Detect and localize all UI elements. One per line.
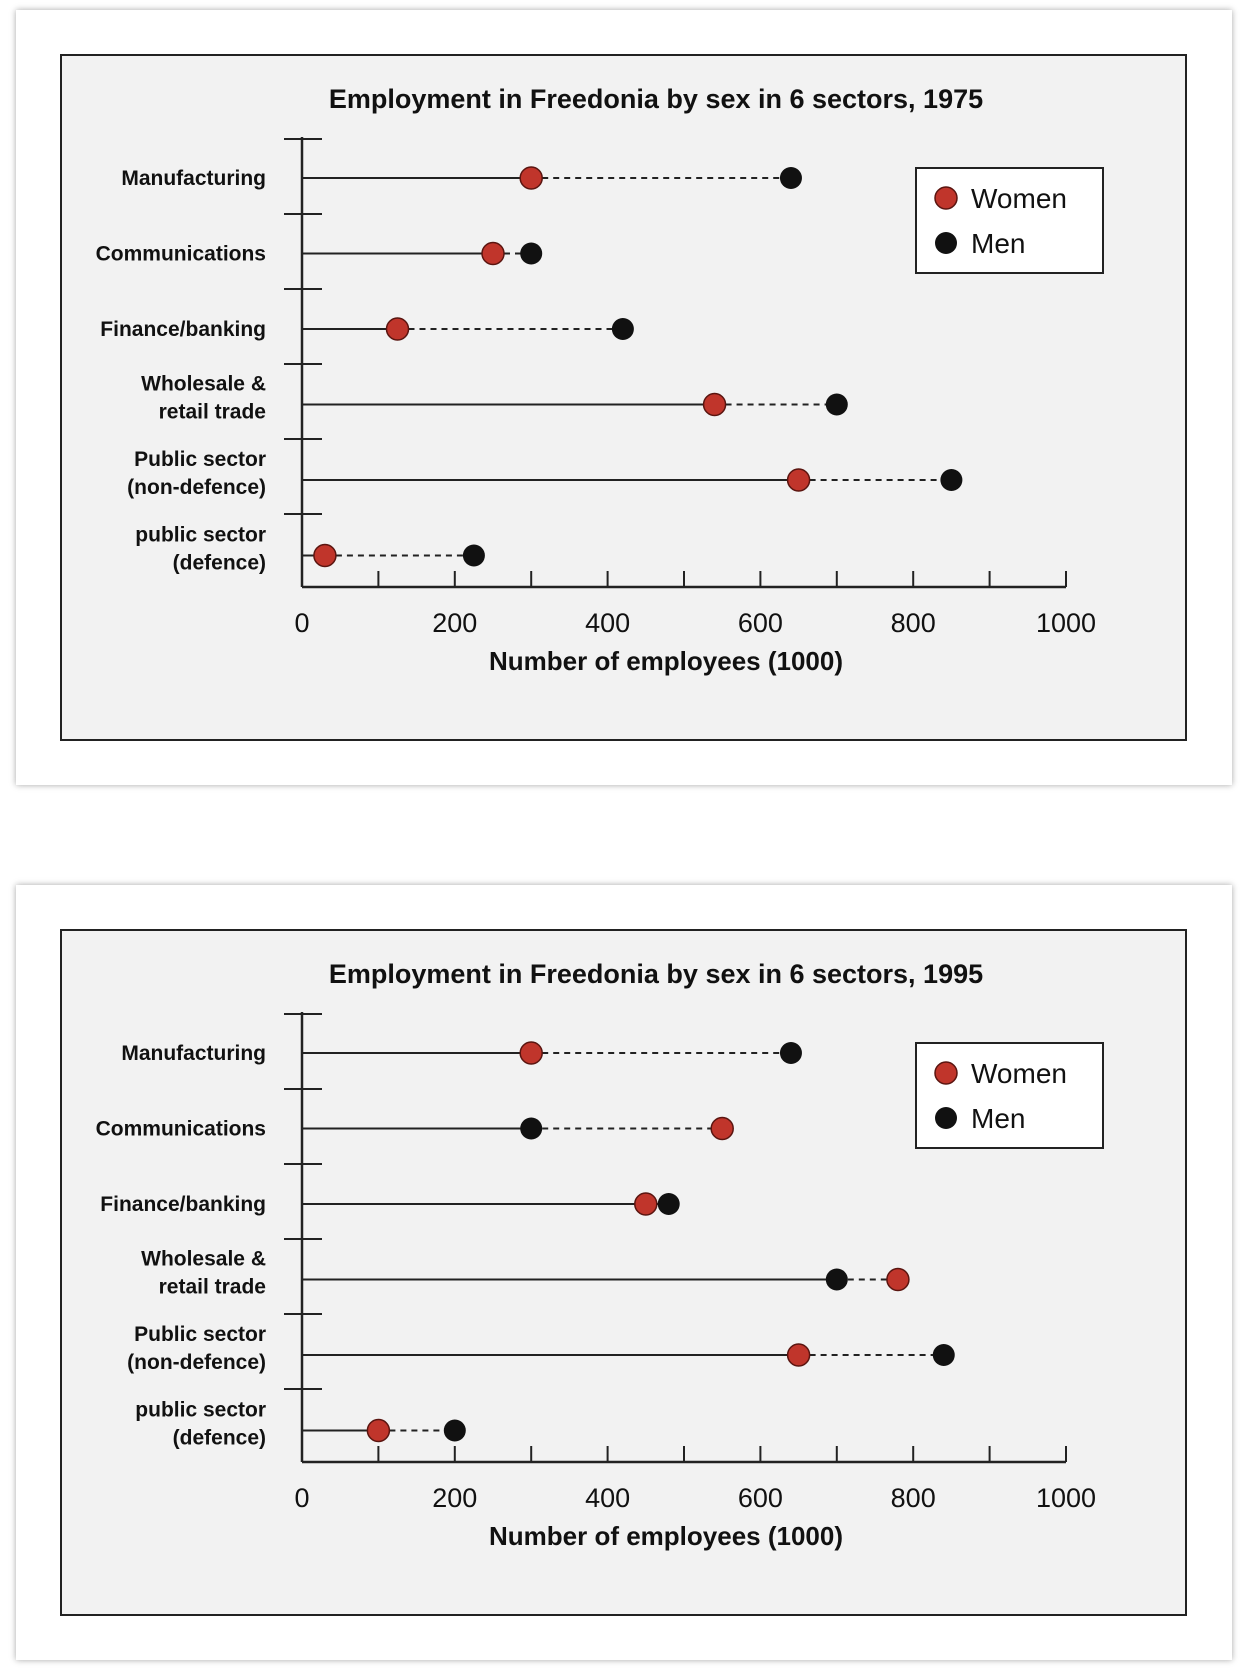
men-point <box>520 1117 543 1140</box>
legend-women-label: Women <box>971 1058 1067 1089</box>
men-point <box>779 1042 802 1064</box>
x-tick-label: 800 <box>891 608 936 638</box>
category-label: public sector <box>135 524 266 547</box>
category-label: Finance/banking <box>100 1193 266 1216</box>
category-label: Public sector <box>134 1323 266 1346</box>
men-point <box>462 544 485 567</box>
category-label: (defence) <box>173 552 266 575</box>
x-tick-label: 200 <box>432 608 477 638</box>
legend-women-marker <box>934 186 958 210</box>
women-point <box>313 543 337 568</box>
category-label: Manufacturing <box>121 1042 266 1065</box>
x-tick-label: 600 <box>738 608 783 638</box>
x-tick-label: 1000 <box>1036 608 1096 638</box>
legend-women-marker <box>934 1061 958 1085</box>
x-tick-label: 400 <box>585 1483 630 1513</box>
men-point <box>520 242 543 265</box>
x-tick-label: 600 <box>738 1483 783 1513</box>
women-point <box>786 468 811 492</box>
category-label: Communications <box>96 1118 266 1141</box>
category-label: (non-defence) <box>127 476 266 499</box>
category-label: retail trade <box>159 401 266 424</box>
men-point <box>932 1344 955 1366</box>
x-tick-label: 0 <box>294 608 309 638</box>
x-tick-label: 200 <box>432 1483 477 1513</box>
women-point <box>366 1418 391 1443</box>
women-point <box>702 392 727 417</box>
legend-men-marker <box>935 232 957 254</box>
x-axis-label: Number of employees (1000) <box>489 1521 843 1551</box>
x-tick-label: 0 <box>294 1483 309 1513</box>
x-axis-label: Number of employees (1000) <box>489 646 843 676</box>
x-tick-label: 800 <box>891 1483 936 1513</box>
legend-box <box>915 167 1104 274</box>
category-label: Public sector <box>134 448 266 471</box>
women-point <box>786 1343 811 1367</box>
legend-men-marker <box>935 1107 957 1129</box>
category-label: Wholesale & <box>141 1248 266 1271</box>
women-point <box>519 1041 543 1065</box>
category-label: Wholesale & <box>141 373 266 396</box>
men-point <box>611 318 634 340</box>
chart-card-1975: Employment in Freedonia by sex in 6 sect… <box>16 10 1232 785</box>
category-label: public sector <box>135 1399 266 1422</box>
x-tick-label: 1000 <box>1036 1483 1096 1513</box>
category-label: Communications <box>96 243 266 266</box>
women-point <box>481 241 505 266</box>
legend-men-label: Men <box>971 1103 1025 1134</box>
chart-1975: Employment in Freedonia by sex in 6 sect… <box>60 54 1187 741</box>
chart-title: Employment in Freedonia by sex in 6 sect… <box>329 959 983 989</box>
women-point <box>634 1192 658 1216</box>
men-point <box>825 1268 848 1291</box>
men-point <box>443 1419 466 1442</box>
men-point <box>825 393 848 416</box>
category-label: (defence) <box>173 1427 266 1450</box>
legend-men-label: Men <box>971 228 1025 259</box>
men-point <box>657 1193 680 1215</box>
category-label: Finance/banking <box>100 318 266 341</box>
category-label: retail trade <box>159 1276 266 1299</box>
category-label: Manufacturing <box>121 167 266 190</box>
men-point <box>940 469 963 491</box>
women-point <box>886 1267 910 1292</box>
category-label: (non-defence) <box>127 1351 266 1374</box>
legend-box <box>915 1042 1104 1149</box>
chart-card-1995: Employment in Freedonia by sex in 6 sect… <box>16 885 1232 1660</box>
women-point <box>710 1116 734 1141</box>
men-point <box>779 167 802 189</box>
x-tick-label: 400 <box>585 608 630 638</box>
women-point <box>385 317 410 341</box>
legend-women-label: Women <box>971 183 1067 214</box>
chart-title: Employment in Freedonia by sex in 6 sect… <box>329 84 983 114</box>
women-point <box>519 166 543 190</box>
chart-1995: Employment in Freedonia by sex in 6 sect… <box>60 929 1187 1616</box>
